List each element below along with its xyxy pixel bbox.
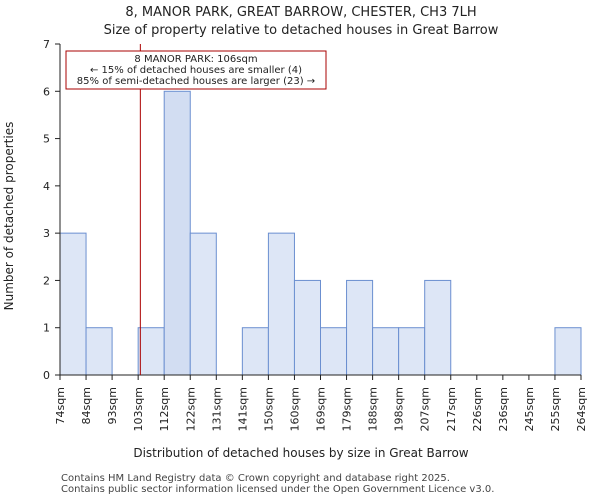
- y-tick-label-2: 2: [43, 274, 50, 287]
- bar-74sqm: [59, 232, 87, 376]
- bar-188sqm: [372, 327, 400, 376]
- x-tick-label-179sqm: 179sqm: [341, 387, 354, 431]
- y-tick-label-6: 6: [43, 85, 50, 98]
- x-tick-label-264sqm: 264sqm: [575, 387, 588, 431]
- x-tick-label-236sqm: 236sqm: [497, 387, 510, 431]
- y-tick-label-0: 0: [43, 369, 50, 382]
- bar-103sqm: [137, 327, 165, 376]
- x-tick-label-131sqm: 131sqm: [210, 387, 223, 431]
- x-tick-label-112sqm: 112sqm: [158, 387, 171, 431]
- y-tick-label-7: 7: [43, 38, 50, 51]
- x-tick-label-198sqm: 198sqm: [393, 387, 406, 431]
- bar-112sqm: [163, 90, 191, 376]
- annotation-line-1: 8 MANOR PARK: 106sqm: [134, 54, 257, 65]
- x-tick-label-141sqm: 141sqm: [236, 387, 249, 431]
- x-tick-label-169sqm: 169sqm: [315, 387, 328, 431]
- x-tick-label-103sqm: 103sqm: [132, 387, 145, 431]
- y-tick-label-3: 3: [43, 227, 50, 240]
- x-tick-label-93sqm: 93sqm: [106, 387, 119, 424]
- annotation-box: 8 MANOR PARK: 106sqm ← 15% of detached h…: [65, 50, 327, 90]
- bar-169sqm: [320, 327, 348, 376]
- annotation-line-2: ← 15% of detached houses are smaller (4): [90, 65, 302, 76]
- footer-line-1: Contains HM Land Registry data © Crown c…: [61, 473, 450, 484]
- y-tick-label-1: 1: [43, 322, 50, 335]
- x-tick-label-217sqm: 217sqm: [445, 387, 458, 431]
- bar-179sqm: [346, 279, 374, 376]
- chart-subtitle: Size of property relative to detached ho…: [104, 23, 499, 38]
- y-axis-label: Number of detached properties: [2, 122, 16, 311]
- x-axis-label: Distribution of detached houses by size …: [133, 446, 468, 460]
- bar-84sqm: [85, 327, 113, 376]
- x-tick-label-245sqm: 245sqm: [523, 387, 536, 431]
- y-axis: 0 1 2 3 4 5 6 7: [43, 38, 61, 382]
- bar-198sqm: [398, 327, 426, 376]
- x-tick-label-84sqm: 84sqm: [80, 387, 93, 424]
- bars-group: [59, 90, 582, 376]
- annotation-frame: [65, 50, 327, 90]
- x-axis: 74sqm 84sqm 93sqm 103sqm 112sqm 122sqm 131sqm 1…: [54, 374, 588, 431]
- footer-line-2: Contains public sector information licen…: [61, 484, 495, 495]
- x-tick-label-255sqm: 255sqm: [549, 387, 562, 431]
- x-tick-label-207sqm: 207sqm: [419, 387, 432, 431]
- bar-150sqm: [267, 232, 295, 376]
- x-tick-label-122sqm: 122sqm: [184, 387, 197, 431]
- x-tick-label-74sqm: 74sqm: [54, 387, 67, 424]
- bar-160sqm: [293, 279, 322, 376]
- y-tick-label-4: 4: [43, 180, 50, 193]
- annotation-line-3: 85% of semi-detached houses are larger (…: [77, 76, 315, 87]
- bar-141sqm: [241, 327, 269, 376]
- x-tick-label-150sqm: 150sqm: [262, 387, 275, 431]
- x-tick-label-188sqm: 188sqm: [367, 387, 380, 431]
- bar-207sqm: [424, 279, 452, 376]
- bar-255sqm: [554, 327, 582, 376]
- bar-122sqm: [189, 232, 217, 376]
- x-tick-label-160sqm: 160sqm: [288, 387, 301, 431]
- x-tick-label-226sqm: 226sqm: [471, 387, 484, 431]
- chart-title: 8, MANOR PARK, GREAT BARROW, CHESTER, CH…: [125, 5, 476, 20]
- y-tick-label-5: 5: [43, 133, 50, 146]
